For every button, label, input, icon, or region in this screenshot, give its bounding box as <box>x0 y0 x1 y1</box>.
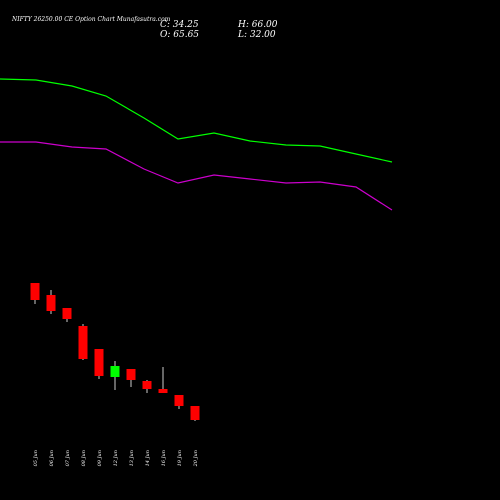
candle-body <box>126 369 136 380</box>
candle-2 <box>46 290 56 314</box>
low-value: L: 32.00 <box>237 30 276 40</box>
date-label: 14 Jun <box>145 450 151 466</box>
candle-body <box>142 381 152 389</box>
date-label: 08 Jun <box>81 450 87 466</box>
candle-body <box>174 395 184 406</box>
candle-body <box>94 349 104 376</box>
candle-8 <box>142 380 152 393</box>
indicator-lines <box>0 78 393 211</box>
date-axis-labels: 05 Jun 06 Jun 07 Jun 08 Jun 09 Jun 12 Jun 13 J… <box>33 450 199 467</box>
date-label: 16 Jun <box>161 450 167 466</box>
candle-1 <box>30 283 40 304</box>
date-label: 12 Jun <box>113 450 119 466</box>
candle-7 <box>126 369 136 387</box>
date-label: 09 Jun <box>97 450 103 466</box>
candle-6 <box>110 361 120 390</box>
candle-body <box>62 308 72 319</box>
candles <box>30 283 200 421</box>
candle-10 <box>174 395 184 409</box>
date-label: 13 Jun <box>129 450 135 466</box>
lower-band-line <box>0 141 393 211</box>
upper-band-line <box>0 78 393 163</box>
candle-3 <box>62 308 72 322</box>
candle-body <box>110 366 120 377</box>
candle-5 <box>94 349 104 379</box>
candle-body <box>190 406 200 420</box>
candle-body <box>158 389 168 393</box>
candle-body <box>78 326 88 359</box>
candle-4 <box>78 324 88 360</box>
date-label: 19 Jun <box>177 450 183 466</box>
high-value: H: 66.00 <box>237 20 278 30</box>
date-label: 06 Jun <box>49 450 55 466</box>
date-label: 05 Jun <box>33 450 39 466</box>
date-label: 20 Jun <box>193 450 199 467</box>
candle-body <box>46 295 56 311</box>
close-value: C: 34.25 <box>160 20 199 30</box>
candle-body <box>30 283 40 300</box>
candle-9 <box>158 367 168 393</box>
open-value: O: 65.65 <box>160 30 199 40</box>
chart-title: NIFTY 26250.00 CE Option Chart Munafasut… <box>11 16 171 23</box>
candle-11 <box>190 406 200 421</box>
date-label: 07 Jun <box>65 450 71 466</box>
